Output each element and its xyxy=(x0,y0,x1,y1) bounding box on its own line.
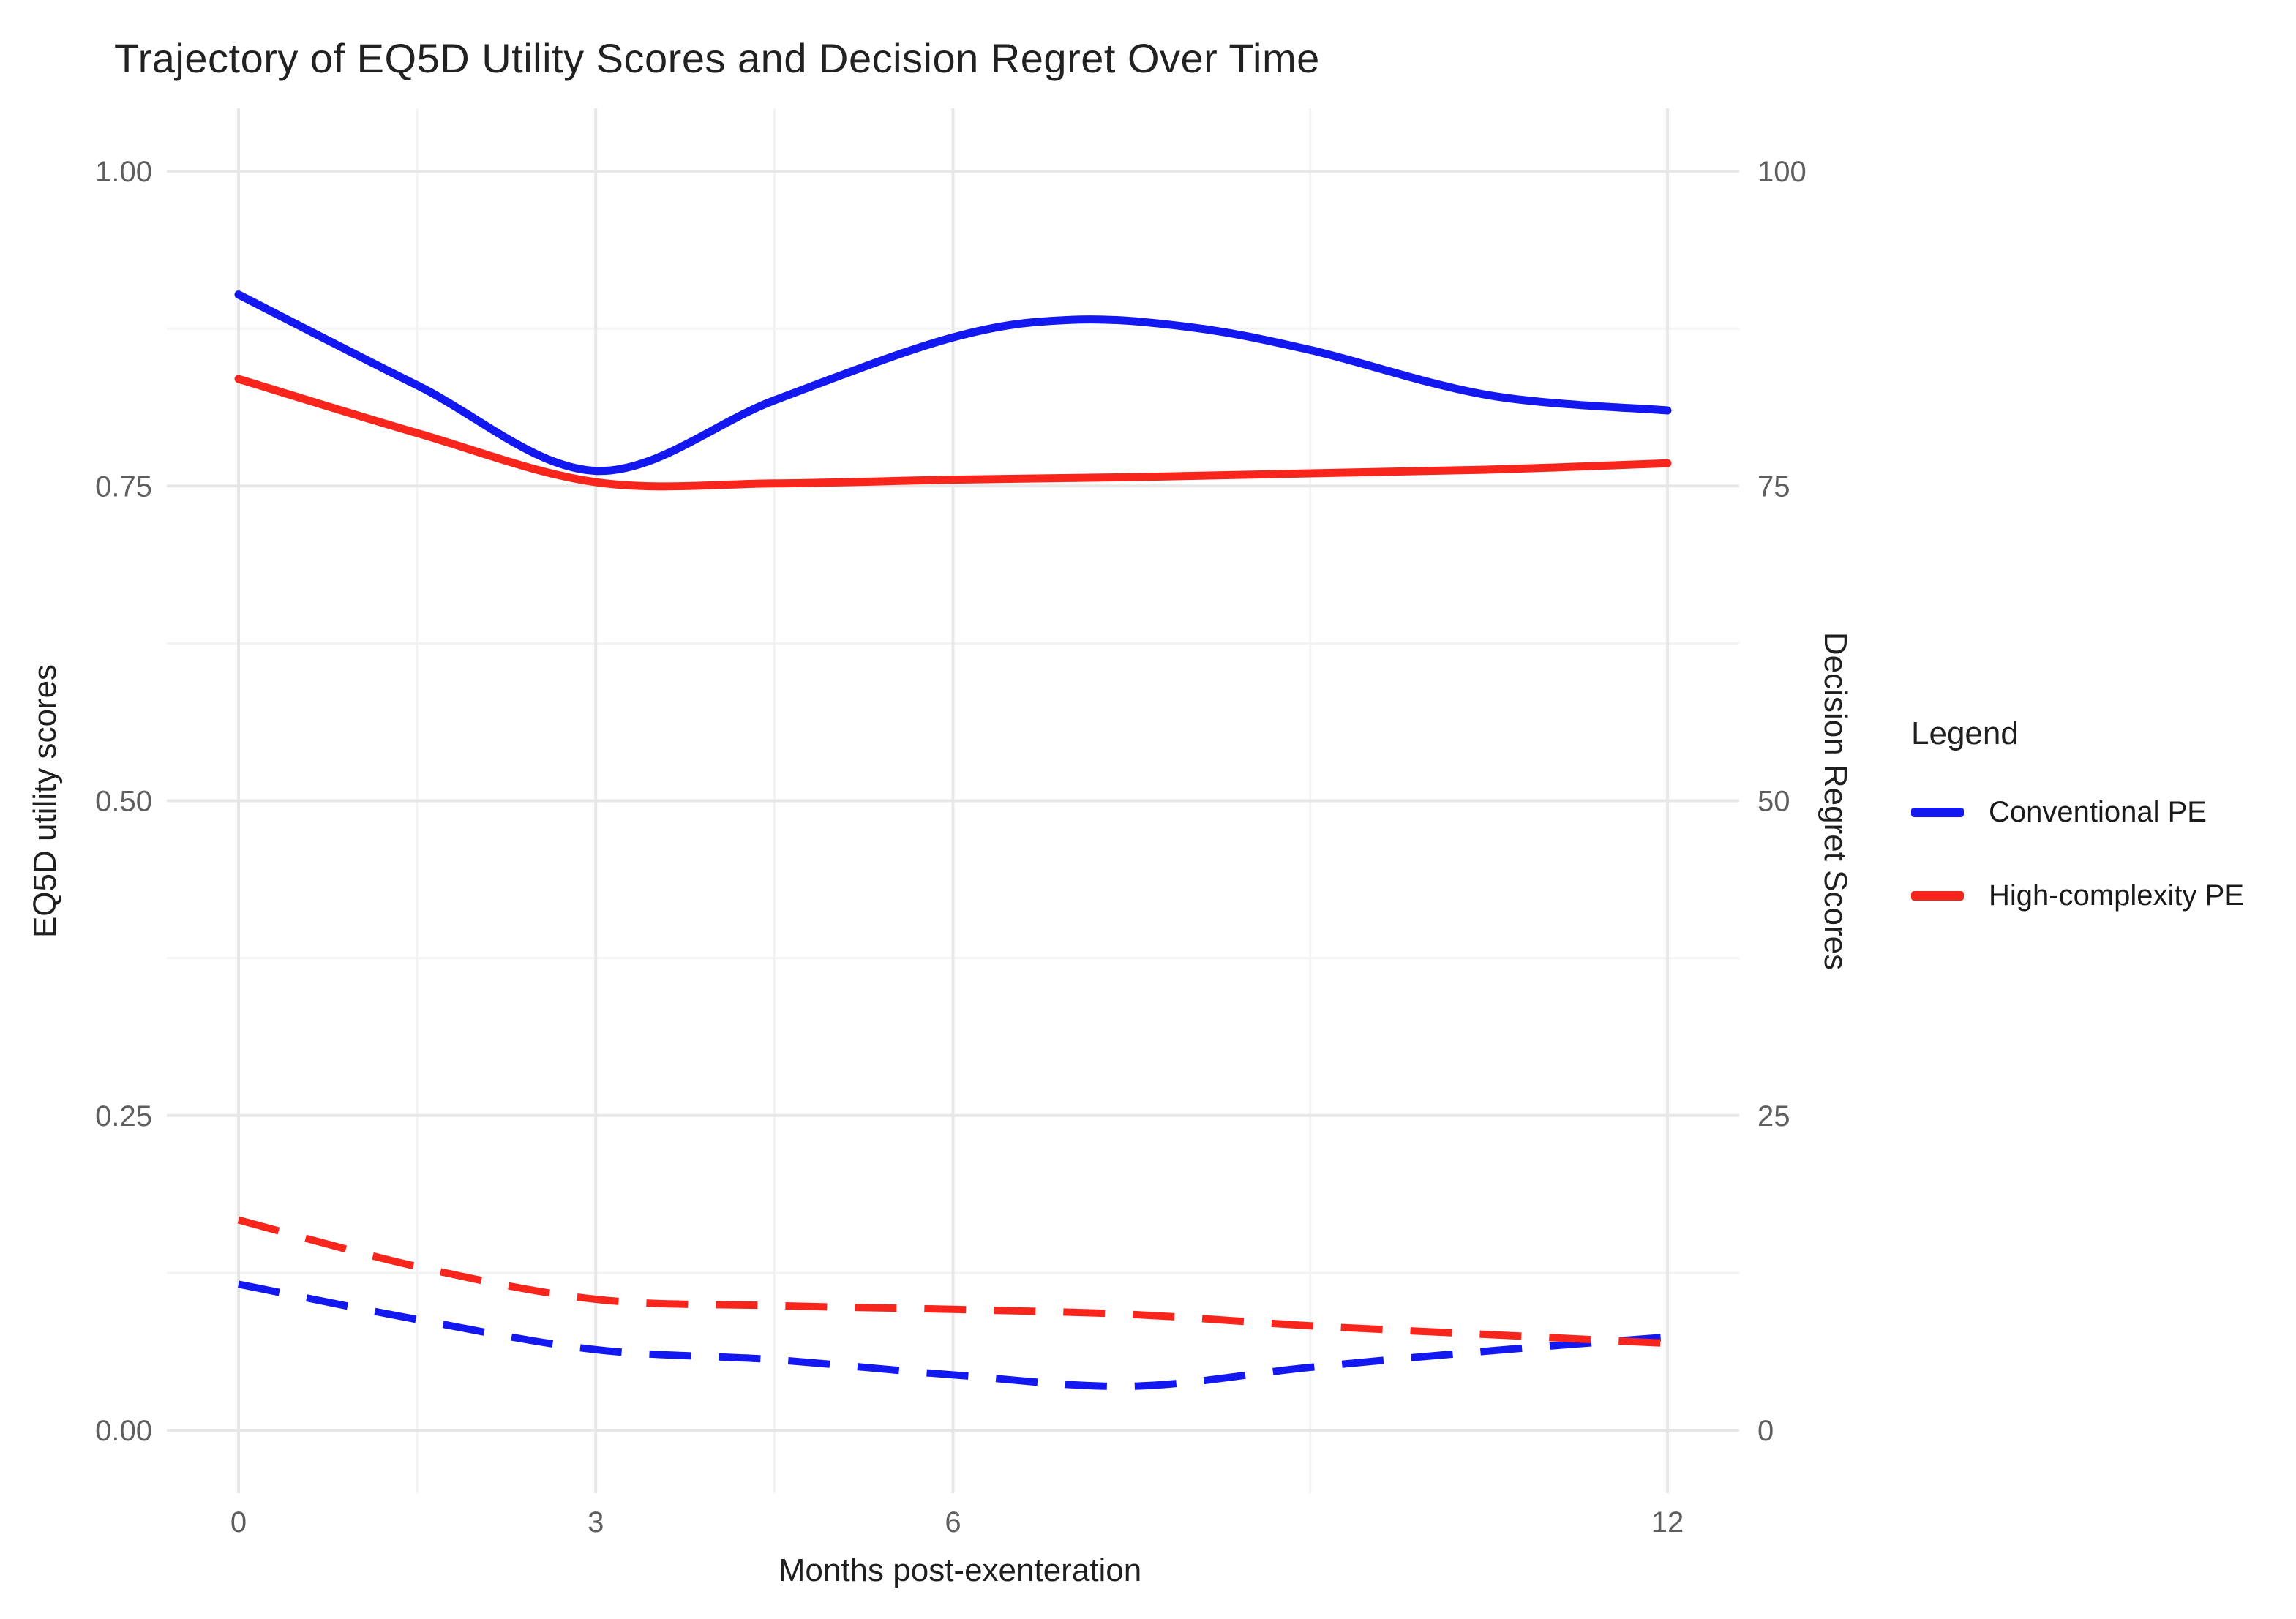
y-right-tick-label: 0 xyxy=(1757,1415,1774,1447)
y-right-tick-label: 50 xyxy=(1757,786,1790,818)
legend: Legend Conventional PE High-complexity P… xyxy=(1911,715,2244,919)
chart-title: Trajectory of EQ5D Utility Scores and De… xyxy=(114,35,1320,81)
x-tick-label: 12 xyxy=(1651,1506,1684,1539)
legend-swatch-high-complexity-icon xyxy=(1911,890,1964,901)
legend-label-conventional: Conventional PE xyxy=(1989,795,2207,828)
series-line-regret-conventional xyxy=(238,1280,1668,1390)
legend-title: Legend xyxy=(1911,715,2019,751)
x-tick-label: 3 xyxy=(588,1506,604,1539)
series-line-eq5d-conventional xyxy=(234,290,1672,476)
y-left-tick-label: 0.50 xyxy=(95,786,152,818)
legend-item-conventional: Conventional PE xyxy=(1911,789,2244,835)
series-line-eq5d-high-complexity xyxy=(234,375,1672,491)
legend-item-high-complexity: High-complexity PE xyxy=(1911,872,2244,919)
y-right-tick-label: 25 xyxy=(1757,1100,1790,1132)
series-line-regret-high-complexity xyxy=(237,1216,1668,1348)
x-tick-label: 6 xyxy=(945,1506,961,1539)
y-left-tick-label: 0.00 xyxy=(95,1415,152,1447)
y-left-tick-label: 0.25 xyxy=(95,1100,152,1132)
x-axis-title: Months post-exenteration xyxy=(778,1552,1142,1588)
legend-swatch-conventional-icon xyxy=(1911,807,1964,817)
y-left-tick-label: 1.00 xyxy=(95,156,152,188)
y-right-tick-label: 75 xyxy=(1757,470,1790,503)
y-right-tick-label: 100 xyxy=(1757,156,1807,188)
legend-label-high-complexity: High-complexity PE xyxy=(1989,879,2245,912)
x-tick-label: 0 xyxy=(230,1506,247,1539)
y-left-tick-label: 0.75 xyxy=(95,470,152,503)
y-axis-title-right: Decision Regret Scores xyxy=(1817,631,1853,971)
y-axis-title-left: EQ5D utility scores xyxy=(27,664,63,939)
